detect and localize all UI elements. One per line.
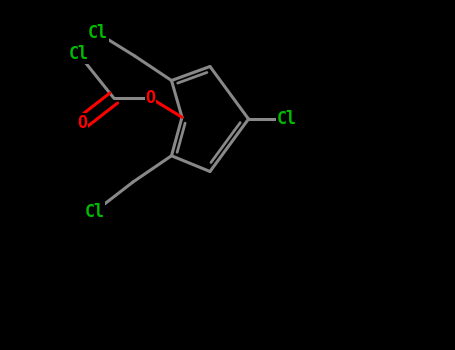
Text: Cl: Cl	[277, 110, 297, 128]
Text: Cl: Cl	[85, 203, 105, 221]
Text: O: O	[146, 89, 156, 107]
Text: Cl: Cl	[88, 24, 108, 42]
Text: O: O	[77, 113, 87, 132]
Text: Cl: Cl	[69, 45, 89, 63]
